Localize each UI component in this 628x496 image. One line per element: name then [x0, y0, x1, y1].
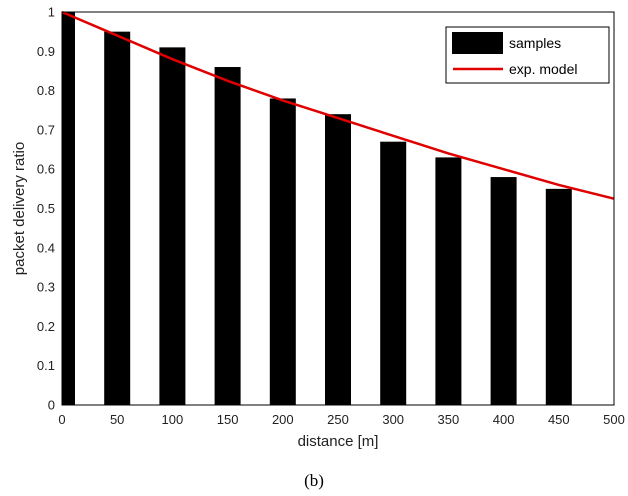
x-tick-label-200: 200: [272, 412, 294, 427]
x-tick-label-400: 400: [493, 412, 515, 427]
x-tick-label-100: 100: [162, 412, 184, 427]
bars: [62, 12, 572, 406]
x-tick-label-250: 250: [327, 412, 349, 427]
y-axis-title: packet delivery ratio: [11, 142, 28, 275]
bar-250: [325, 114, 351, 406]
bar-100: [159, 47, 186, 406]
x-tick-label-150: 150: [217, 412, 239, 427]
x-axis-title: distance [m]: [298, 433, 379, 450]
bar-350: [435, 157, 462, 405]
bar-300: [380, 141, 407, 405]
lines: [61, 10, 615, 200]
legend-swatch-samples: [452, 32, 503, 54]
y-tick-label-0.9: 0.9: [37, 44, 55, 59]
x-tick-label-50: 50: [110, 412, 124, 427]
y-tick-label-0.5: 0.5: [37, 201, 55, 216]
bar-150: [214, 67, 241, 406]
bar-50: [104, 31, 131, 406]
bar-200: [269, 98, 296, 406]
legend-label-samples: samples: [509, 35, 561, 51]
y-tick-label-1: 1: [48, 5, 55, 20]
legend-label-exp-model: exp. model: [509, 61, 577, 77]
y-tick-label-0.7: 0.7: [37, 122, 55, 137]
y-tick-label-0.6: 0.6: [37, 162, 55, 177]
y-tick-label-0.4: 0.4: [37, 240, 55, 255]
y-tick-label-0.8: 0.8: [37, 83, 55, 98]
bar-450: [545, 188, 572, 405]
y-tick-label-0.1: 0.1: [37, 358, 55, 373]
legend: samples exp. model: [445, 26, 610, 84]
x-tick-label-300: 300: [382, 412, 404, 427]
x-tick-label-0: 0: [58, 412, 65, 427]
x-tick-label-500: 500: [603, 412, 625, 427]
x-tick-label-450: 450: [548, 412, 570, 427]
bar-0: [62, 12, 75, 405]
axes: 0 50 100 150 200 250 300 350 400 450 500 0 0.1 0.2 0.3…: [37, 5, 625, 428]
figure-caption: (b): [304, 471, 324, 490]
y-tick-label-0.3: 0.3: [37, 280, 55, 295]
y-tick-label-0: 0: [48, 398, 55, 413]
y-tick-label-0.2: 0.2: [37, 319, 55, 334]
bar-400: [490, 177, 517, 405]
series-line-exp-model: [61, 10, 615, 200]
x-tick-label-350: 350: [438, 412, 460, 427]
